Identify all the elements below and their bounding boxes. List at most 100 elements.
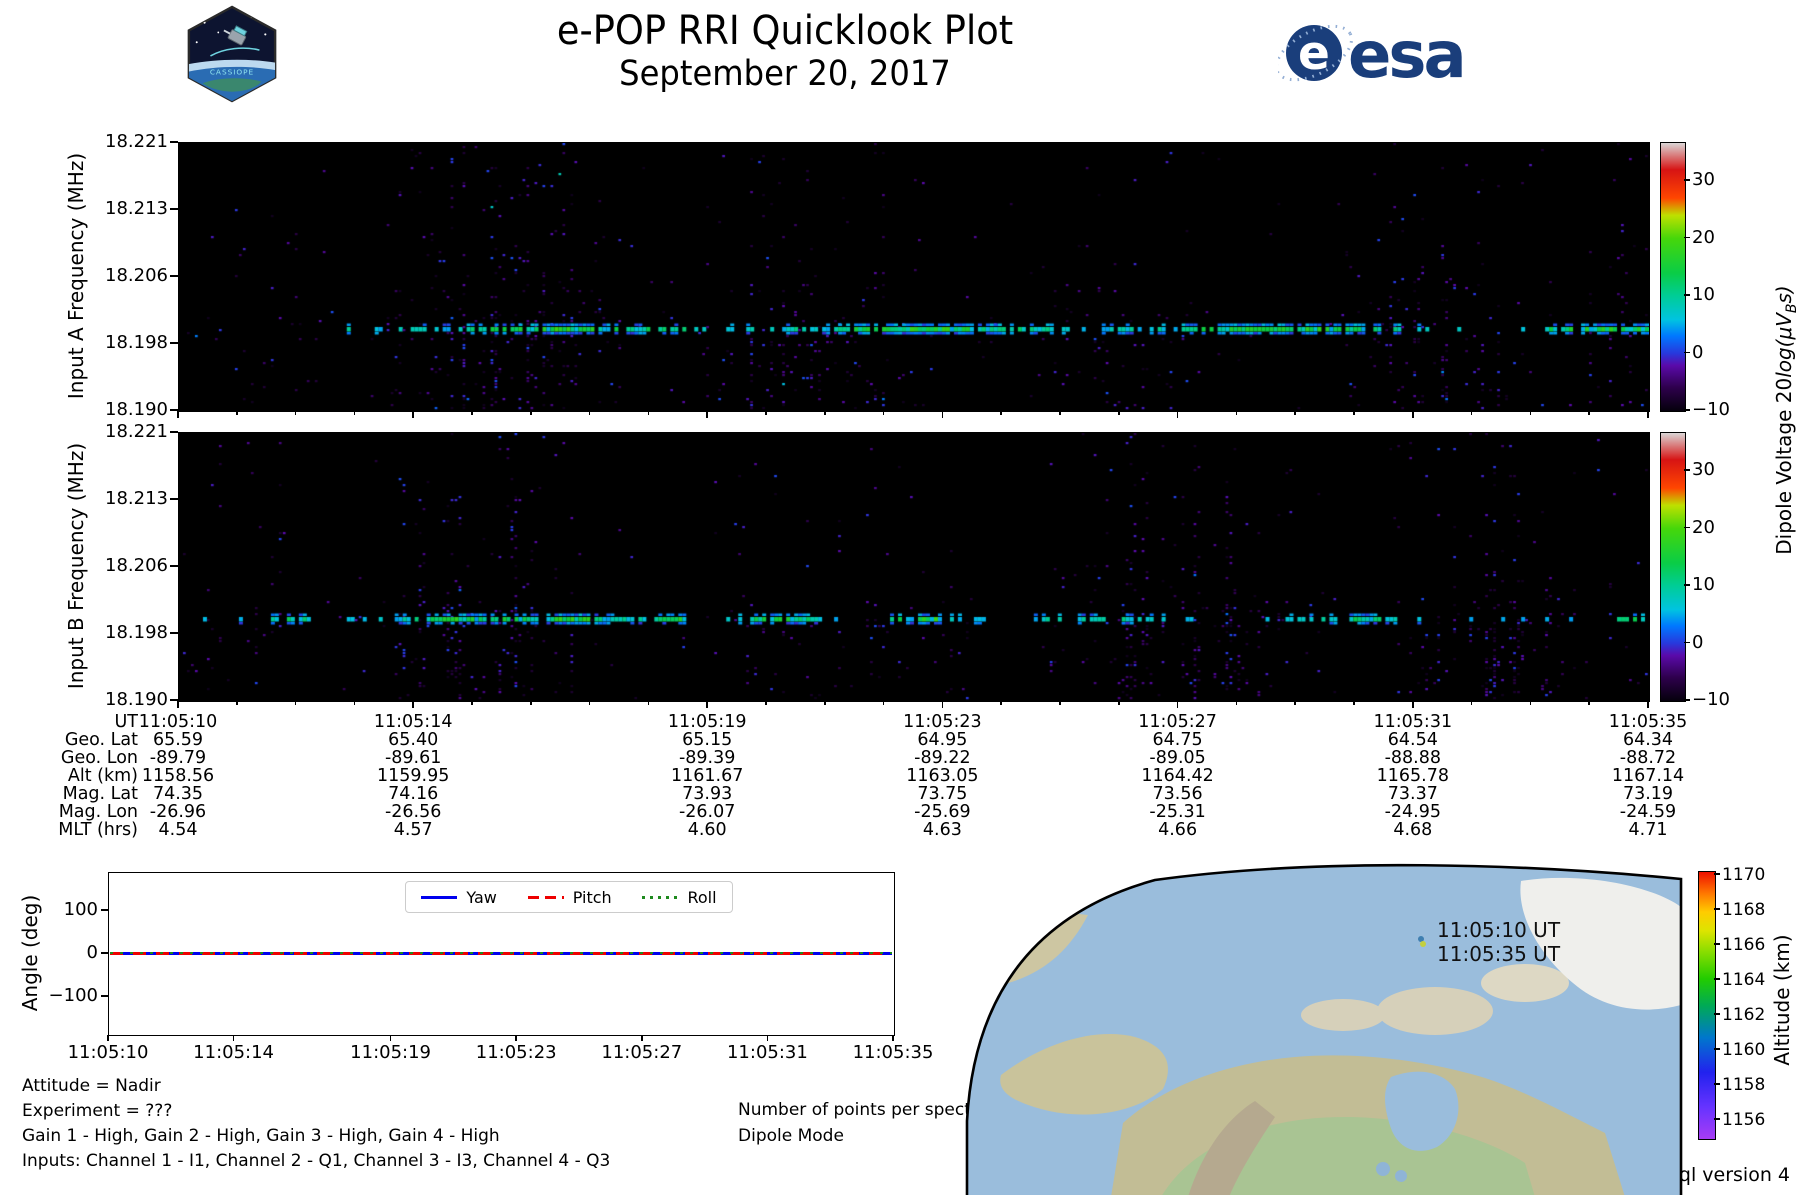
colorbar-input-a [1660, 142, 1686, 412]
altitude-tick: 1158 [1722, 1075, 1766, 1095]
panel_b-xtick-mark [412, 701, 414, 708]
ephemeris-value: 65.15 [682, 730, 733, 750]
panel_b-xtick-mark [647, 701, 650, 705]
altitude-tick: 1156 [1722, 1110, 1766, 1130]
esa-logo: e esa [1278, 19, 1467, 92]
legend-label-roll: Roll [687, 887, 717, 907]
altitude-colorbar [1698, 871, 1716, 1140]
ephemeris-row-label: Mag. Lon [58, 802, 138, 822]
colorbar-b-tick: 30 [1692, 459, 1715, 480]
colorbar-a-tick-mark [1684, 351, 1690, 354]
colorbar-a-tick: 0 [1692, 341, 1704, 363]
panel_a-xtick-mark [588, 411, 591, 415]
colorbar-a-tick-mark [1684, 179, 1690, 181]
panel_b-xtick-mark [1647, 701, 1649, 708]
ephemeris-value: 65.40 [388, 730, 439, 750]
panel_a-xtick-mark [1235, 411, 1238, 415]
angle-xtick-mark [766, 1035, 769, 1041]
ephemeris-value: 73.75 [917, 784, 968, 804]
panel_a-xtick-mark [1647, 411, 1649, 418]
panel_a-xtick-mark [1470, 411, 1473, 415]
panel_b-xtick-mark [471, 701, 473, 705]
colorbar-b-tick: 0 [1692, 631, 1704, 653]
panel_a-xtick-mark [236, 411, 238, 415]
track-end-label: 11:05:35 UT [1437, 942, 1561, 966]
spectrogram-input-b [178, 432, 1650, 702]
ephemeris-value: -88.88 [1384, 748, 1441, 768]
ephemeris-value: -89.22 [914, 748, 971, 768]
panel_b-xtick-mark [1000, 701, 1002, 705]
roll-line [110, 952, 892, 955]
panel_a-xtick-mark [1529, 411, 1532, 415]
angle-xtick-mark [232, 1035, 235, 1041]
ephemeris-value: 1164.42 [1141, 766, 1214, 786]
ephemeris-value: 73.93 [682, 784, 733, 804]
angle-xtick-mark [892, 1035, 894, 1041]
figure-title: e-POP RRI Quicklook Plot [556, 8, 1014, 54]
ephemeris-value: 1158.56 [141, 766, 215, 786]
panel_a-xtick-mark [824, 411, 826, 415]
ephemeris-value: 4.66 [1158, 820, 1198, 840]
angle-xtick: 11:05:27 [601, 1042, 683, 1063]
panel_b-xtick-mark [236, 701, 238, 705]
altitude-tick-mark [1714, 978, 1720, 980]
colorbar-b-tick: 20 [1692, 516, 1715, 538]
ephemeris-row-label: Geo. Lon [60, 748, 138, 768]
panel_a-xtick-mark [1176, 411, 1179, 418]
panel_a-xtick-mark [882, 411, 885, 415]
panel_b-xtick-mark [765, 701, 767, 705]
angle-xtick: 11:05:19 [350, 1042, 432, 1063]
panel_b-ytick: 18.221 [105, 421, 168, 442]
experiment-note: Experiment = ??? [22, 1101, 173, 1121]
panel_a-xtick-mark [294, 411, 297, 415]
panel_b-xtick-mark [1118, 701, 1120, 705]
angle-ytick: 100 [63, 899, 98, 920]
colorbar-b-tick: 10 [1692, 574, 1715, 595]
ephemeris-value: -24.59 [1619, 802, 1677, 822]
panel_a-xtick-mark [530, 411, 532, 415]
patch-text: CASSIOPE [210, 68, 254, 77]
ephemeris-value: -89.39 [678, 748, 736, 768]
panel_a-xtick-mark [412, 411, 414, 418]
greenland [1520, 877, 1681, 1010]
legend-item-yaw: Yaw [421, 888, 497, 907]
ephemeris-value: 1167.14 [1611, 766, 1685, 786]
panel_a-xtick-mark [941, 411, 944, 418]
pitch-line-sample [527, 895, 564, 899]
legend-item-pitch: Pitch [527, 888, 612, 907]
angle-xtick: 11:05:31 [726, 1042, 808, 1063]
altitude-tick: 1162 [1722, 1005, 1766, 1025]
panel_b-xtick-mark [588, 701, 591, 705]
inputs-note: Inputs: Channel 1 - I1, Channel 2 - Q1, … [22, 1151, 611, 1171]
altitude-tick-mark [1714, 943, 1720, 945]
ephemeris-value: 11:05:19 [667, 712, 747, 732]
panel_b-xtick-mark [530, 701, 532, 705]
ephemeris-row-label: MLT (hrs) [58, 820, 138, 840]
ephemeris-value: 4.57 [393, 820, 433, 840]
ephemeris-value: 11:05:27 [1138, 712, 1217, 732]
ephemeris-value: 4.60 [687, 820, 727, 840]
ephemeris-value: 64.95 [917, 730, 968, 750]
panel_a-ytick: 18.190 [105, 399, 168, 420]
panel_b-ytick: 18.198 [105, 622, 168, 643]
panel_a-xtick-mark [1059, 411, 1061, 415]
panel_b-xtick-mark [824, 701, 826, 705]
panel_a-xtick-mark [765, 411, 767, 415]
colorbar-a-tick: 10 [1692, 284, 1715, 305]
panel_a-xtick-mark [1000, 411, 1002, 415]
track-start-label: 11:05:10 UT [1437, 918, 1561, 942]
ephemeris-row-label: Geo. Lat [64, 730, 138, 750]
panel_a-xtick-mark [1588, 411, 1590, 415]
panel_a-xtick-mark [177, 411, 179, 418]
colorbar-a-tick: −10 [1692, 399, 1730, 420]
svg-text:e: e [1298, 26, 1330, 81]
ephemeris-value: -26.56 [384, 802, 442, 822]
ephemeris-value: -24.95 [1384, 802, 1441, 822]
ephemeris-value: 1161.67 [671, 766, 744, 786]
ephemeris-value: -88.72 [1619, 748, 1677, 768]
panel_a-xtick-mark [1118, 411, 1120, 415]
panel_a-xtick-mark [471, 411, 473, 415]
gain-note: Gain 1 - High, Gain 2 - High, Gain 3 - H… [22, 1126, 500, 1146]
panel_b-xtick-mark [1412, 701, 1414, 708]
